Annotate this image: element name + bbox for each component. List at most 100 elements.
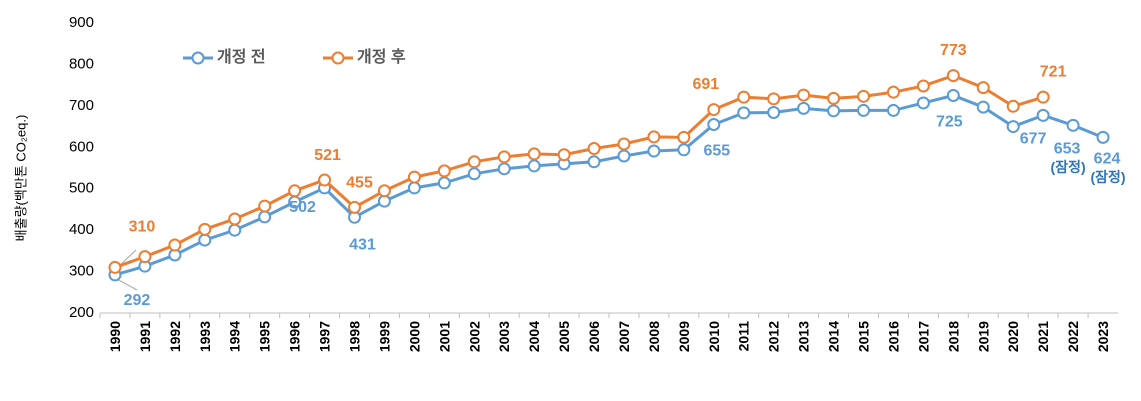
series-line — [114, 74, 1044, 269]
x-tick-label: 2021 — [1035, 321, 1051, 352]
point — [258, 199, 272, 213]
x-tick-label: 1993 — [197, 321, 213, 352]
point — [527, 147, 541, 161]
data-label: 653 — [1054, 141, 1081, 158]
x-tick-label: 1992 — [167, 321, 183, 352]
point — [677, 130, 691, 144]
annotation: (잠정) — [1051, 159, 1086, 175]
point — [437, 164, 451, 178]
point — [617, 137, 631, 151]
point — [976, 100, 990, 114]
y-axis-label: 배출량(백만톤 CO₂eq.) — [13, 115, 28, 242]
data-label: 773 — [940, 42, 967, 59]
point — [737, 106, 751, 120]
point — [348, 200, 361, 214]
point — [886, 85, 900, 99]
x-tick-label: 2006 — [586, 321, 602, 352]
x-tick-label: 2008 — [646, 321, 662, 352]
point — [587, 142, 601, 156]
point — [467, 167, 481, 181]
point — [916, 79, 930, 93]
point — [767, 92, 781, 106]
y-tick-label: 800 — [69, 55, 94, 72]
point — [617, 149, 631, 163]
x-tick-label: 2007 — [616, 321, 632, 352]
series-line — [114, 93, 1104, 277]
point — [857, 103, 870, 117]
point — [916, 96, 930, 110]
data-label: 502 — [289, 199, 316, 216]
point — [677, 143, 691, 157]
y-tick-label: 900 — [69, 14, 94, 31]
data-label: 292 — [124, 292, 151, 309]
point — [707, 103, 721, 117]
data-label: 521 — [314, 147, 341, 164]
y-tick-label: 200 — [69, 304, 94, 321]
point — [138, 250, 152, 264]
point — [647, 130, 661, 144]
x-tick-label: 2009 — [676, 321, 692, 352]
point — [377, 184, 391, 198]
x-tick-label: 2010 — [706, 321, 722, 352]
point — [1096, 130, 1110, 144]
point — [1036, 90, 1050, 104]
point — [108, 260, 122, 274]
x-tick-label: 2020 — [1005, 321, 1021, 352]
x-tick-label: 2003 — [496, 321, 512, 352]
x-tick-label: 1999 — [376, 321, 392, 352]
point — [407, 181, 421, 195]
x-tick-label: 2013 — [796, 321, 812, 352]
point — [1006, 99, 1020, 113]
x-tick-label: 2001 — [436, 321, 452, 352]
x-tick-label: 2000 — [406, 321, 422, 352]
x-tick-label: 1994 — [227, 321, 243, 352]
point — [168, 238, 182, 252]
point — [857, 89, 870, 103]
x-tick-label: 2015 — [856, 321, 872, 352]
x-tick-label: 2011 — [736, 321, 752, 352]
y-tick-label: 400 — [69, 221, 94, 238]
x-tick-label: 2014 — [826, 321, 842, 352]
x-tick-label: 1991 — [137, 321, 153, 352]
y-tick-label: 500 — [69, 180, 94, 197]
point — [946, 69, 960, 83]
annotation: (잠정) — [1090, 169, 1125, 185]
y-tick-label: 300 — [69, 263, 94, 280]
point — [886, 103, 900, 117]
x-tick-label: 1998 — [347, 321, 363, 352]
point — [198, 222, 212, 236]
point — [318, 173, 332, 187]
point — [946, 89, 960, 102]
data-label: 624 — [1094, 151, 1121, 168]
x-tick-label: 1990 — [107, 321, 123, 352]
x-tick-label: 2019 — [975, 321, 991, 352]
point — [557, 148, 571, 162]
point — [827, 91, 841, 105]
y-tick-label: 700 — [69, 97, 94, 114]
legend-label: 개정 전 — [217, 47, 266, 66]
point — [497, 162, 511, 176]
point — [976, 81, 990, 95]
point — [228, 223, 242, 237]
data-label: 310 — [129, 219, 156, 236]
point — [228, 212, 242, 226]
point — [1036, 108, 1050, 122]
point — [377, 194, 391, 208]
point — [467, 155, 481, 169]
legend-marker — [331, 51, 345, 65]
point — [497, 150, 511, 164]
x-tick-label: 2012 — [766, 321, 782, 352]
point — [407, 170, 421, 184]
x-tick-label: 2005 — [556, 321, 572, 352]
point — [797, 88, 811, 102]
point — [797, 101, 811, 115]
point — [1006, 120, 1020, 134]
data-label: 431 — [349, 237, 376, 254]
point — [767, 105, 781, 119]
x-tick-label: 2004 — [526, 321, 542, 352]
x-tick-label: 2023 — [1095, 321, 1111, 352]
point — [827, 104, 841, 118]
point — [288, 184, 302, 198]
point — [707, 118, 721, 131]
